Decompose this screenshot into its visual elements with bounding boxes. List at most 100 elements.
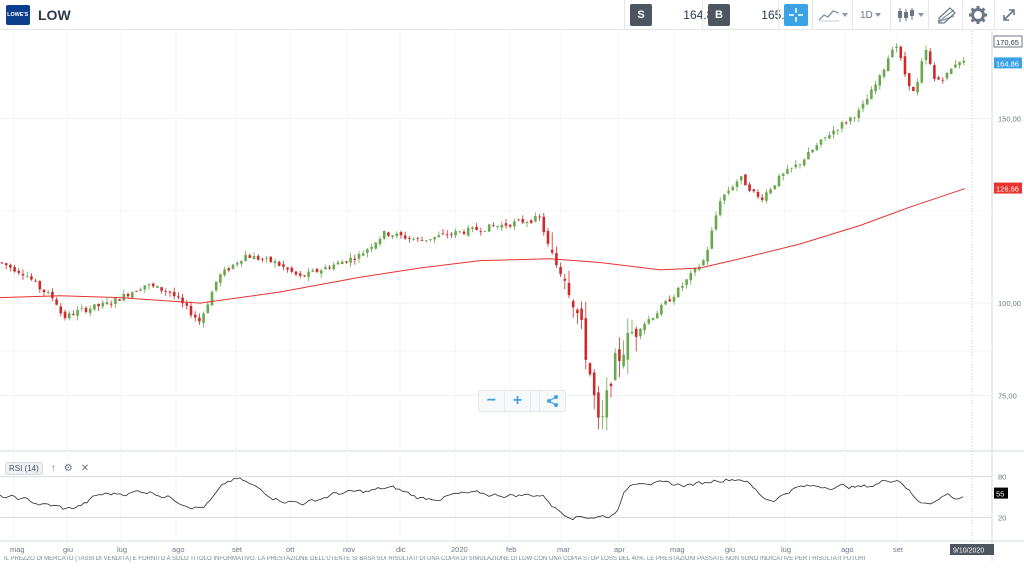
- candle: [164, 290, 168, 292]
- price-chart[interactable]: 150,00 100,00 75,00 mag giu lug ago set ott nov di…: [0, 31, 1024, 563]
- time-axis-label: 2020: [451, 545, 468, 554]
- candle: [130, 292, 134, 298]
- candle: [882, 69, 886, 77]
- candle: [223, 269, 226, 276]
- candle: [655, 313, 659, 319]
- candle: [21, 273, 25, 276]
- divider: [702, 0, 703, 30]
- time-axis-label: lug: [781, 545, 791, 554]
- zoom-in-button[interactable]: +: [505, 391, 531, 411]
- candle: [748, 184, 751, 191]
- candle: [437, 235, 441, 238]
- candle: [361, 253, 365, 256]
- company-logo: LOWE'S: [6, 5, 30, 25]
- high-price-label: 170,65: [996, 38, 1019, 47]
- candle: [42, 289, 46, 293]
- candle: [794, 164, 798, 168]
- candle: [340, 261, 344, 265]
- candle: [693, 268, 697, 273]
- candle: [605, 390, 609, 418]
- candle: [689, 273, 693, 281]
- rsi-label[interactable]: RSI (14): [5, 462, 43, 475]
- candle: [685, 279, 688, 285]
- candle: [647, 319, 651, 324]
- candle: [172, 291, 176, 297]
- candle: [139, 289, 142, 291]
- candle: [597, 392, 600, 418]
- cursor-date-bg: [950, 544, 994, 555]
- candle: [739, 176, 743, 181]
- candle: [214, 281, 218, 291]
- candle: [122, 293, 126, 301]
- plus-icon: +: [512, 392, 523, 409]
- candle: [269, 256, 273, 262]
- candle: [290, 267, 294, 272]
- candle: [668, 299, 672, 302]
- share-button[interactable]: [539, 391, 565, 411]
- candle: [34, 280, 37, 282]
- zoom-out-button[interactable]: −: [479, 391, 505, 411]
- divider: [928, 0, 929, 30]
- candle: [903, 56, 907, 75]
- moving-average-line: [0, 188, 966, 304]
- candle: [802, 159, 806, 166]
- candle: [244, 254, 247, 261]
- minus-icon: −: [486, 392, 497, 409]
- time-axis-label: dic: [396, 545, 406, 554]
- chart-area[interactable]: 150,00 100,00 75,00 mag giu lug ago set ott nov di…: [0, 31, 1024, 563]
- rsi-level-label: 20: [998, 513, 1006, 522]
- candle: [256, 255, 260, 260]
- candle: [870, 89, 873, 100]
- candle: [752, 189, 756, 192]
- fullscreen-button[interactable]: [1000, 4, 1018, 26]
- gear-icon[interactable]: ⚙: [63, 463, 73, 474]
- candle: [891, 49, 894, 58]
- candle: [756, 191, 760, 197]
- candle: [811, 150, 814, 153]
- candle: [311, 270, 315, 272]
- candle: [126, 293, 130, 297]
- price-tick-label: 150,00: [998, 114, 1021, 123]
- sell-tag: S: [630, 4, 652, 26]
- candle: [500, 224, 504, 228]
- candle: [744, 174, 747, 186]
- timeframe-dropdown[interactable]: 1D: [860, 4, 883, 26]
- divider: [624, 0, 625, 30]
- candle: [550, 249, 554, 253]
- time-axis-label: set: [893, 545, 904, 554]
- drawing-tools-button[interactable]: [936, 4, 956, 26]
- sell-price-box[interactable]: S 164.86: [630, 4, 720, 26]
- candle: [807, 152, 810, 160]
- candle: [198, 317, 201, 322]
- candles-button[interactable]: [896, 4, 926, 26]
- ma-value-label-bg: [994, 182, 1022, 194]
- candle: [55, 299, 58, 305]
- chart-type-button[interactable]: [818, 4, 850, 26]
- divider: [890, 0, 891, 30]
- candle: [109, 303, 113, 305]
- candle: [30, 276, 33, 280]
- candle: [328, 267, 331, 269]
- close-icon[interactable]: ✕: [80, 463, 90, 474]
- candle: [403, 235, 407, 239]
- candle: [588, 363, 592, 375]
- buy-tag: B: [708, 4, 730, 26]
- move-up-icon[interactable]: ↑: [50, 463, 56, 474]
- candle: [93, 304, 96, 310]
- candle: [576, 309, 579, 314]
- current-price-label: 164,86: [996, 59, 1019, 68]
- candle: [844, 122, 848, 124]
- candle: [920, 61, 924, 83]
- time-axis-label: apr: [614, 545, 625, 554]
- candle: [479, 231, 483, 233]
- candle: [895, 46, 898, 49]
- candle: [38, 280, 42, 290]
- candle: [345, 261, 348, 263]
- candle: [899, 46, 903, 58]
- high-price-label-bg: [994, 35, 1022, 47]
- settings-button[interactable]: [968, 4, 988, 26]
- crosshair-button[interactable]: [784, 4, 808, 26]
- time-axis-label: mag: [670, 545, 685, 554]
- candle: [949, 68, 953, 74]
- candle: [626, 332, 630, 360]
